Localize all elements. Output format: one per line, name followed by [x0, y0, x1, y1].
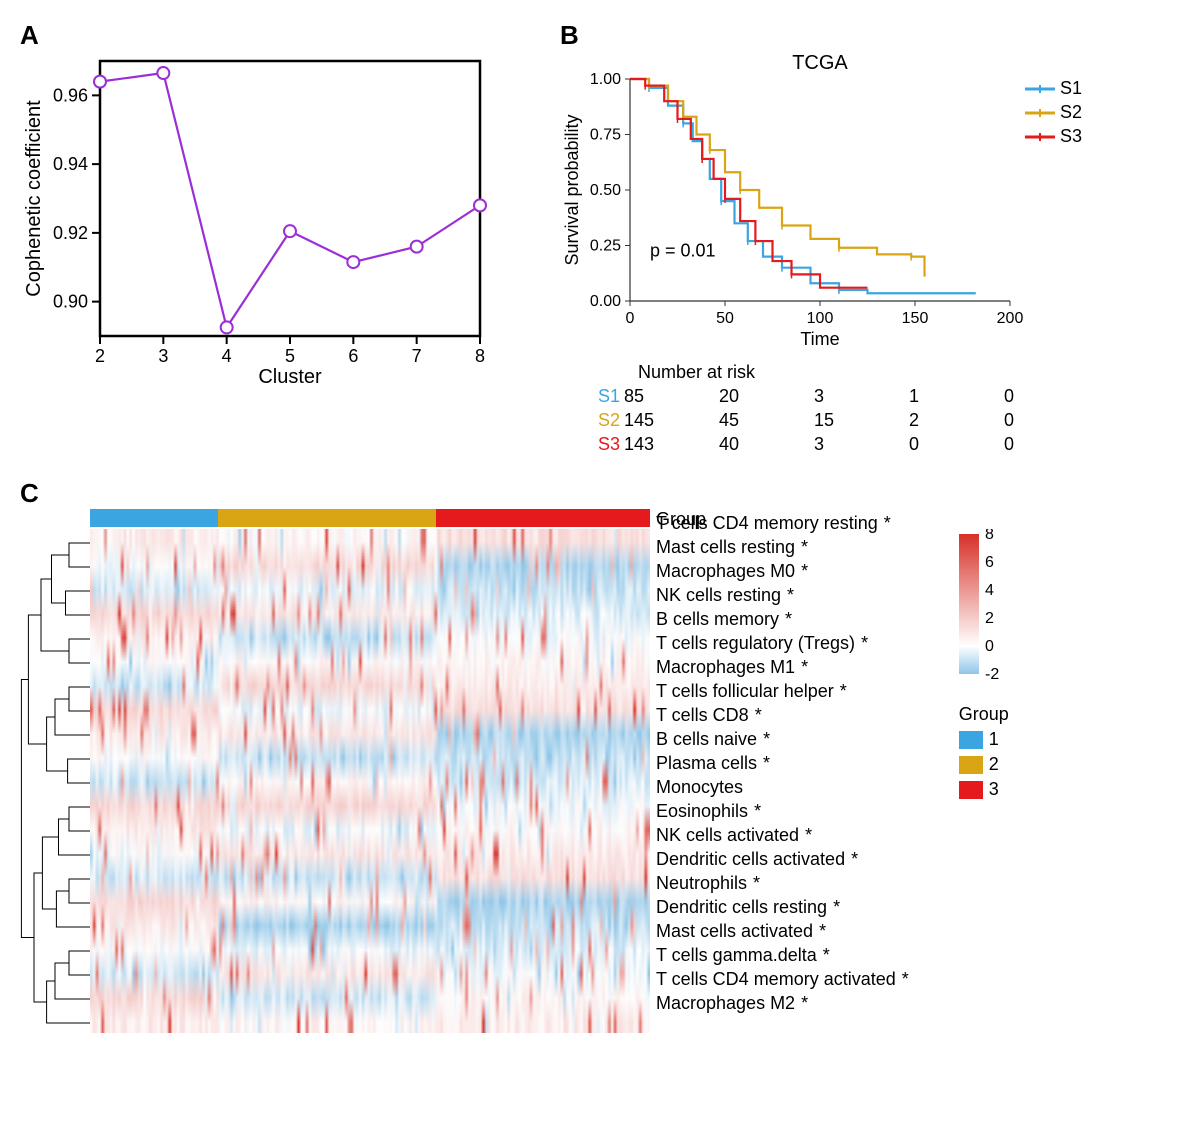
heatmap-row-label: T cells follicular helper* — [650, 679, 909, 703]
svg-text:0.00: 0.00 — [590, 293, 621, 310]
panel-b: B TCGA 0.00 0.25 0.50 0.75 1.00 0 50 100 150 200 Ti… — [560, 20, 1160, 458]
svg-text:6: 6 — [348, 346, 358, 366]
svg-text:5: 5 — [285, 346, 295, 366]
survival-curve-chart: TCGA 0.00 0.25 0.50 0.75 1.00 0 50 100 150 200 Time… — [560, 51, 1120, 351]
panel-a-label: A — [20, 20, 520, 51]
svg-text:0.92: 0.92 — [53, 223, 88, 243]
svg-text:0.94: 0.94 — [53, 154, 88, 174]
svg-text:TCGA: TCGA — [792, 52, 848, 74]
heatmap-row-label: Dendritic cells activated* — [650, 847, 909, 871]
heatmap-row-label: Macrophages M1* — [650, 655, 909, 679]
heatmap-row-label: Mast cells activated* — [650, 919, 909, 943]
panel-a: A 0.90 0.92 0.94 0.96 2 3 4 5 6 7 8 Cluster Cophenet… — [20, 20, 520, 458]
heatmap-row-label: NK cells activated* — [650, 823, 909, 847]
svg-text:-2: -2 — [985, 666, 999, 679]
heatmap-row-label: NK cells resting* — [650, 583, 909, 607]
heatmap-row-label: Mast cells resting* — [650, 535, 909, 559]
svg-text:S3: S3 — [1060, 126, 1082, 146]
heatmap-row-label: Macrophages M2* — [650, 991, 909, 1015]
svg-text:6: 6 — [985, 554, 994, 571]
svg-text:0.90: 0.90 — [53, 292, 88, 312]
svg-text:2: 2 — [95, 346, 105, 366]
svg-text:Cluster: Cluster — [258, 366, 322, 388]
svg-text:0.96: 0.96 — [53, 85, 88, 105]
svg-text:Survival probability: Survival probability — [562, 114, 582, 265]
svg-text:0.25: 0.25 — [590, 238, 621, 255]
heatmap-row-label: T cells CD8* — [650, 703, 909, 727]
heatmap-row-label: Neutrophils* — [650, 871, 909, 895]
svg-text:0.50: 0.50 — [590, 182, 621, 199]
svg-text:Time: Time — [800, 329, 839, 349]
svg-text:0.75: 0.75 — [590, 127, 621, 144]
svg-text:4: 4 — [222, 346, 232, 366]
svg-text:2: 2 — [985, 610, 994, 627]
heatmap-row-label: B cells naive* — [650, 727, 909, 751]
heatmap-row-label: T cells regulatory (Tregs)* — [650, 631, 909, 655]
svg-text:0: 0 — [985, 638, 994, 655]
svg-text:3: 3 — [158, 346, 168, 366]
heatmap-row-label: T cells CD4 memory activated* — [650, 967, 909, 991]
heatmap-row-label: B cells memory* — [650, 607, 909, 631]
svg-text:8: 8 — [475, 346, 485, 366]
heatmap-row-label: T cells CD4 memory resting* — [650, 511, 909, 535]
heatmap-row-label: Dendritic cells resting* — [650, 895, 909, 919]
panel-c-label: C — [20, 478, 1160, 509]
svg-text:7: 7 — [412, 346, 422, 366]
svg-text:Cophenetic coefficient: Cophenetic coefficient — [23, 100, 45, 297]
risk-table: Number at riskS18520310S2145451520S31434… — [560, 362, 1160, 458]
svg-text:0: 0 — [626, 310, 635, 327]
svg-text:S2: S2 — [1060, 102, 1082, 122]
svg-text:200: 200 — [997, 310, 1024, 327]
heatmap-row-label: Plasma cells* — [650, 751, 909, 775]
panel-b-label: B — [560, 20, 1160, 51]
panel-c: C GroupT cells CD4 memory resting*Mast c… — [20, 478, 1160, 1038]
svg-text:4: 4 — [985, 582, 994, 599]
svg-text:100: 100 — [807, 310, 834, 327]
svg-text:p = 0.01: p = 0.01 — [650, 241, 716, 261]
heatmap-row-label: Macrophages M0* — [650, 559, 909, 583]
svg-text:150: 150 — [902, 310, 929, 327]
heatmap-row-label: Monocytes — [650, 775, 909, 799]
svg-text:1.00: 1.00 — [590, 71, 621, 88]
cophenetic-line-chart: 0.90 0.92 0.94 0.96 2 3 4 5 6 7 8 Cluster Cophenetic… — [20, 51, 500, 391]
heatmap-row-label: T cells gamma.delta* — [650, 943, 909, 967]
svg-text:8: 8 — [985, 529, 994, 543]
heatmap-container: GroupT cells CD4 memory resting*Mast cel… — [20, 509, 1160, 1038]
heatmap-row-label: Eosinophils* — [650, 799, 909, 823]
svg-text:S1: S1 — [1060, 78, 1082, 98]
svg-text:50: 50 — [716, 310, 734, 327]
